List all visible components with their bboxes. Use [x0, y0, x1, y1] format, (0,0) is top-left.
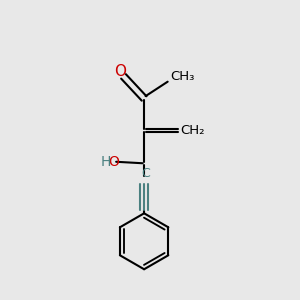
- Text: CH₃: CH₃: [171, 70, 195, 83]
- Text: C: C: [141, 167, 150, 180]
- Text: O: O: [109, 155, 119, 169]
- Text: H: H: [100, 155, 111, 169]
- Text: O: O: [115, 64, 127, 80]
- Text: CH₂: CH₂: [180, 124, 205, 137]
